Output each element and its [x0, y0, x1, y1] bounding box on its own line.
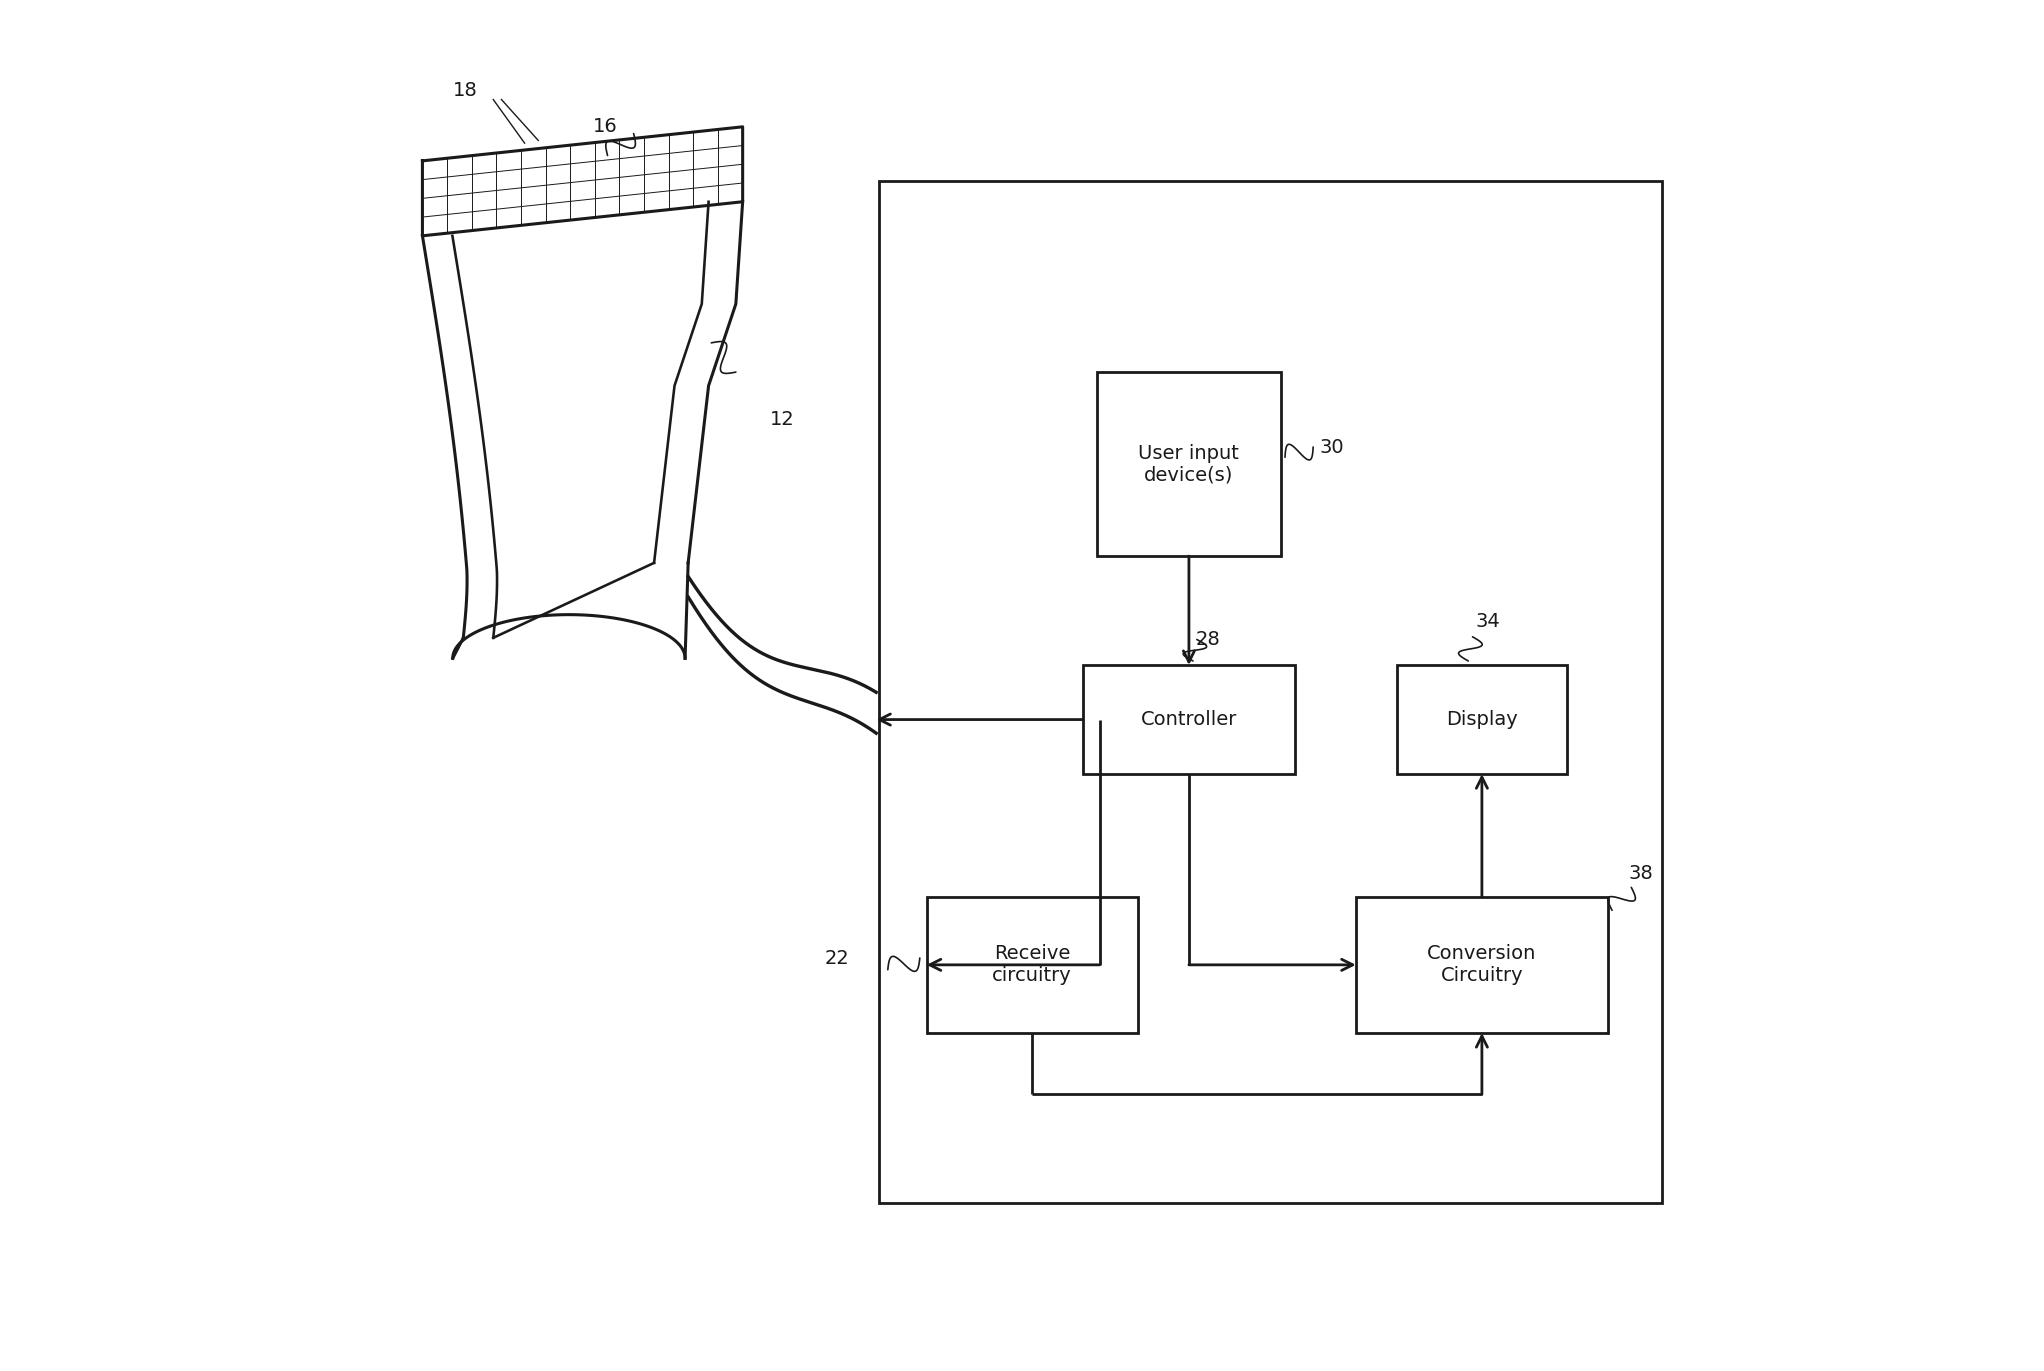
Text: Display: Display: [1445, 710, 1519, 729]
Text: Receive
circuitry: Receive circuitry: [991, 945, 1073, 986]
Text: User input
device(s): User input device(s): [1139, 444, 1239, 484]
Text: Conversion
Circuitry: Conversion Circuitry: [1427, 945, 1537, 986]
Text: 28: 28: [1196, 629, 1220, 648]
Text: 12: 12: [771, 410, 795, 429]
Bar: [1355, 897, 1609, 1032]
Bar: [1083, 665, 1294, 775]
Bar: [879, 181, 1662, 1204]
Text: 22: 22: [824, 949, 848, 968]
Text: 38: 38: [1629, 864, 1654, 883]
Bar: [1396, 665, 1568, 775]
Text: 16: 16: [593, 118, 617, 136]
Text: 34: 34: [1476, 611, 1500, 631]
Text: 18: 18: [452, 81, 476, 100]
Bar: [1098, 372, 1282, 557]
Bar: [926, 897, 1139, 1032]
Text: 30: 30: [1318, 439, 1343, 457]
Text: Controller: Controller: [1141, 710, 1237, 729]
